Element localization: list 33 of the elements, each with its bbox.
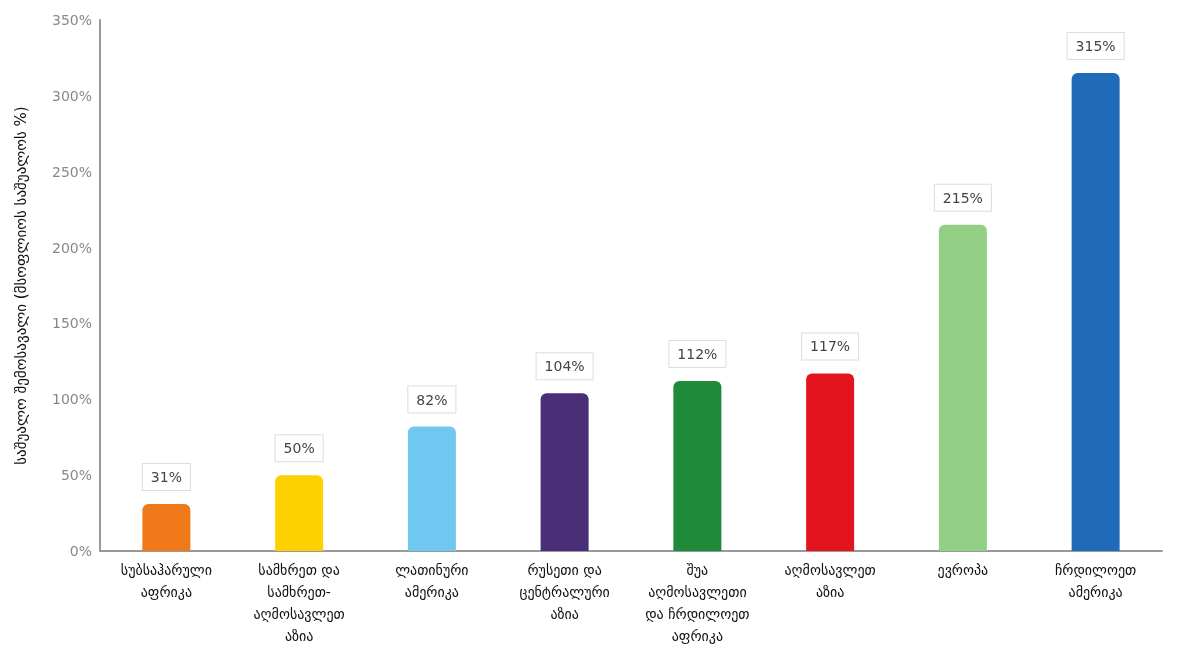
y-axis-title: საშუალო შემოსავალი (მსოფლიოს საშუალოს %) [11,106,30,465]
data-label: 117% [810,338,851,355]
y-tick-label: 100% [51,391,92,408]
y-tick-label: 350% [51,12,92,28]
bar [275,475,324,551]
x-tick-label: სუბსაჰარული აფრიკა [120,562,212,600]
y-tick-label: 0% [69,543,92,559]
bar [1071,73,1120,551]
data-label: 215% [942,189,983,206]
x-tick-label: სამხრეთ და სამხრეთ-აღმოსავლეთ აზია [253,562,345,644]
data-label: 104% [544,358,585,375]
bar [142,503,191,551]
data-label: 315% [1075,38,1116,55]
bar [673,381,722,551]
bar [407,426,456,551]
y-tick-label: 200% [51,239,92,256]
x-tick-label: რუსეთი და ცენტრალური აზია [519,562,610,622]
data-label: 112% [677,346,718,363]
y-tick-label: 250% [51,163,92,180]
y-tick-label: 300% [51,87,92,104]
data-label: 31% [150,468,182,485]
x-tick-label: ევროპა [937,562,989,578]
data-label: 50% [283,440,315,457]
data-label: 82% [416,391,448,408]
y-tick-label: 50% [60,467,92,484]
x-tick-label: აღმოსავლეთ აზია [784,562,876,600]
x-tick-label: ჩრდილოეთ ამერიკა [1054,562,1137,600]
bar [540,393,589,551]
x-tick-label: შუა აღმოსავლეთი და ჩრდილოეთ აფრიკა [645,562,750,644]
bar [938,224,987,551]
y-tick-label: 150% [51,315,92,332]
bar [806,373,855,551]
x-tick-label: ლათინური ამერიკა [395,562,469,600]
